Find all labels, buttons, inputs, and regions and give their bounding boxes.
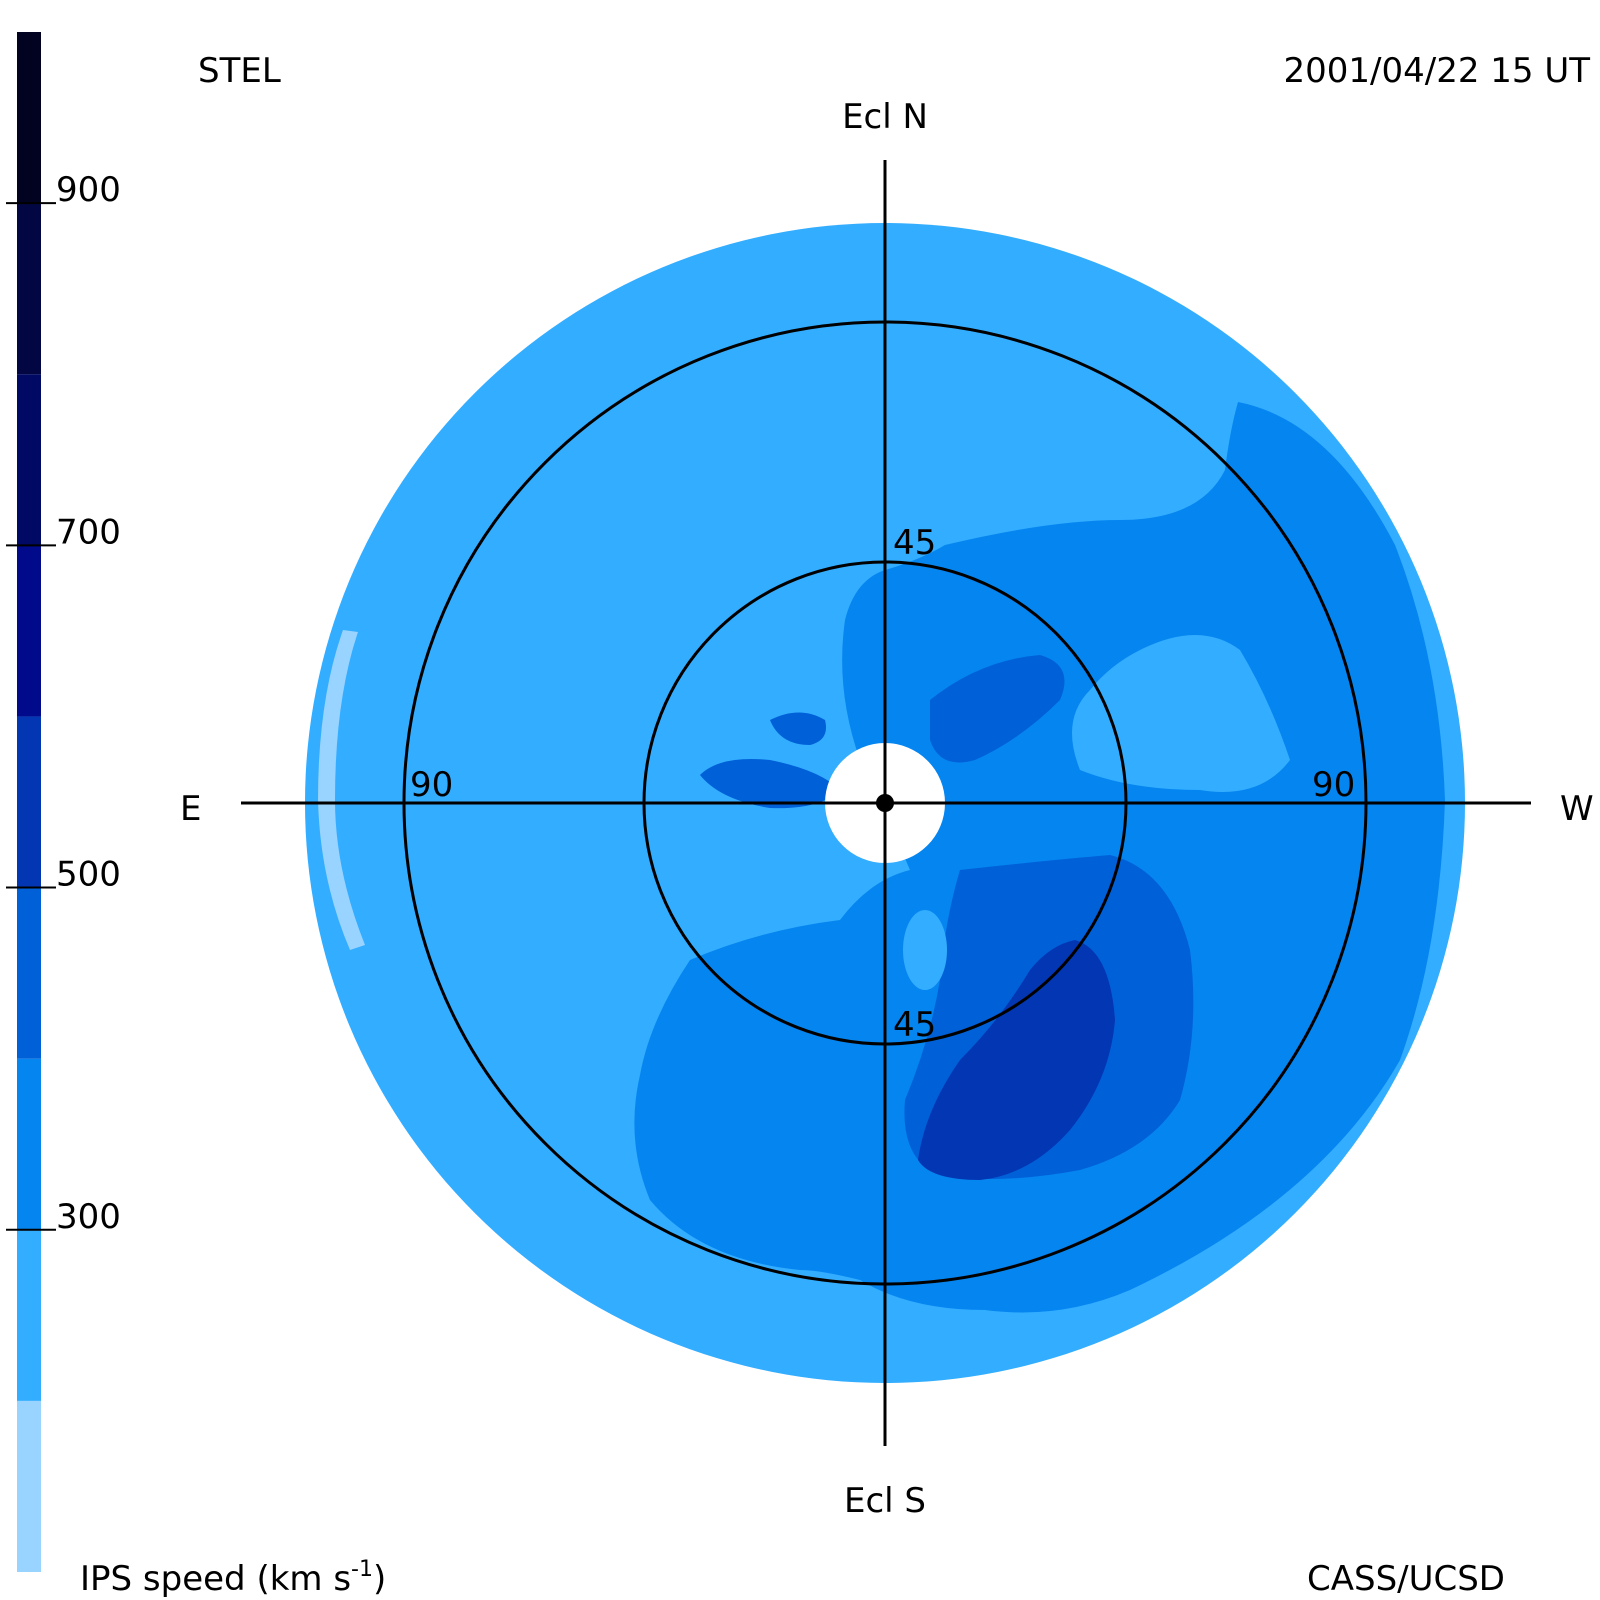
- speed-region-light-edge: [318, 630, 365, 950]
- ring-label-45-north: 45: [893, 523, 936, 563]
- colorbar-tick-label: 500: [56, 855, 121, 895]
- colorbar-tick-label: 700: [56, 512, 121, 552]
- colorbar-tick-label: 300: [56, 1197, 121, 1237]
- speed-region-c2-pocket: [1072, 635, 1290, 792]
- label-ecliptic-north: Ecl N: [842, 97, 928, 137]
- colorbar-title-exponent: -1: [351, 1557, 373, 1582]
- speed-region-c4-north: [930, 655, 1065, 763]
- label-west: W: [1560, 789, 1594, 829]
- sky-map: 45 45 90 90 Ecl N Ecl S E W: [180, 97, 1594, 1521]
- ring-label-90-east: 90: [410, 765, 453, 805]
- colorbar-ticks: 900 700 500 300: [6, 170, 121, 1237]
- colorbar-band: [17, 716, 41, 888]
- datetime-label: 2001/04/22 15 UT: [1284, 51, 1591, 91]
- speed-region-c2-blob: [903, 910, 947, 990]
- colorbar-band: [17, 1229, 41, 1401]
- ring-label-90-west: 90: [1312, 765, 1355, 805]
- station-label: STEL: [198, 51, 281, 91]
- speed-region-c4-nw: [770, 712, 826, 745]
- sun-center-dot: [876, 794, 894, 812]
- colorbar-band: [17, 1400, 41, 1572]
- colorbar-band: [17, 32, 41, 204]
- speed-region-c3: [634, 402, 1445, 1313]
- colorbar-title-close: ): [373, 1559, 386, 1599]
- colorbar: 900 700 500 300: [6, 32, 121, 1572]
- colorbar-tick-label: 900: [56, 170, 121, 210]
- colorbar-band: [17, 545, 41, 717]
- speed-region-c4-west: [700, 759, 840, 809]
- colorbar-band: [17, 887, 41, 1059]
- colorbar-band: [17, 1058, 41, 1230]
- ring-label-45-south: 45: [893, 1005, 936, 1045]
- credit-label: CASS/UCSD: [1307, 1559, 1505, 1599]
- colorbar-bands: [17, 32, 41, 1572]
- colorbar-band: [17, 203, 41, 375]
- label-ecliptic-south: Ecl S: [844, 1481, 926, 1521]
- colorbar-title-main: IPS speed (km s: [80, 1559, 351, 1599]
- speed-region-c5: [918, 940, 1115, 1180]
- colorbar-band: [17, 374, 41, 546]
- label-east: E: [180, 789, 201, 829]
- colorbar-title: IPS speed (km s-1): [80, 1557, 386, 1599]
